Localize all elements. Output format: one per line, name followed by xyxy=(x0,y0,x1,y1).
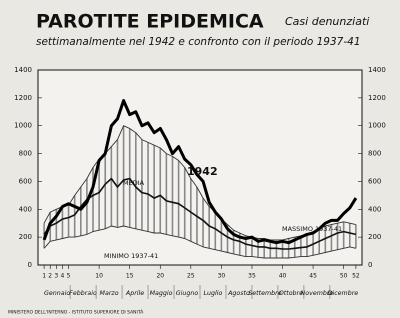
series-label: MEDIA xyxy=(123,179,145,187)
month-label: Febbraio xyxy=(69,290,97,297)
month-label: Giugno xyxy=(176,290,199,297)
y-tick-label: 800 xyxy=(19,150,32,158)
y2-tick-label: 1200 xyxy=(368,94,386,102)
series-line xyxy=(43,177,357,250)
y-tick-label: 0 xyxy=(28,261,32,269)
x-tick-label: 15 xyxy=(126,273,134,280)
y-tick-label: 400 xyxy=(19,205,32,213)
y2-tick-label: 200 xyxy=(368,233,381,241)
x-tick-label: 35 xyxy=(248,273,256,280)
month-label: Marzo xyxy=(100,290,119,297)
x-tick-label: 10 xyxy=(95,273,103,280)
month-label: Agosto xyxy=(227,289,250,297)
x-tick-label: 3 xyxy=(54,273,58,280)
x-tick-label: 52 xyxy=(352,273,360,280)
series-label: MINIMO 1937-41 xyxy=(104,252,158,260)
series-line xyxy=(42,99,358,245)
series-label: MASSIMO 1937-41 xyxy=(282,225,342,233)
x-tick-label: 30 xyxy=(218,273,226,280)
month-label: Ottobre xyxy=(279,289,303,297)
footer: MINISTERO DELL'INTERNO - ISTITUTO SUPERI… xyxy=(8,309,144,316)
y2-tick-label: 600 xyxy=(368,177,381,185)
x-tick-label: 45 xyxy=(309,273,317,280)
y2-tick-label: 1400 xyxy=(368,66,386,74)
x-tick-label: 1 xyxy=(42,273,46,280)
chart-subtitle-right: Casi denunziati xyxy=(285,15,369,28)
x-tick-label: 40 xyxy=(279,273,287,280)
series-label: 1942 xyxy=(187,165,218,178)
x-tick-label: 4 xyxy=(61,273,65,280)
x-tick-label: 50 xyxy=(340,273,348,280)
y-tick-label: 600 xyxy=(19,177,32,185)
month-label: Luglio xyxy=(204,290,223,297)
y2-tick-label: 400 xyxy=(368,205,381,213)
month-label: Settembre xyxy=(248,289,281,297)
y-tick-label: 1400 xyxy=(14,66,32,74)
y-tick-label: 1000 xyxy=(14,122,32,130)
month-label: Maggio xyxy=(150,290,173,297)
month-label: Aprile xyxy=(125,290,144,297)
month-label: Novembre xyxy=(301,290,334,297)
y2-tick-label: 800 xyxy=(368,150,381,158)
chart-title: PAROTITE EPIDEMICA xyxy=(36,11,264,33)
month-label: Gennaio xyxy=(44,290,70,297)
x-tick-label: 2 xyxy=(48,273,52,280)
y2-tick-label: 1000 xyxy=(368,122,386,130)
x-tick-label: 5 xyxy=(67,273,71,280)
x-tick-label: 25 xyxy=(187,273,195,280)
month-label: Dicembre xyxy=(328,290,359,297)
y-tick-label: 200 xyxy=(19,233,32,241)
y-tick-label: 1200 xyxy=(14,94,32,102)
y2-tick-label: 0 xyxy=(368,261,372,269)
series-line xyxy=(43,225,357,259)
x-tick-label: 20 xyxy=(156,273,164,280)
chart-subtitle: settimanalmente nel 1942 e confronto con… xyxy=(36,36,361,48)
